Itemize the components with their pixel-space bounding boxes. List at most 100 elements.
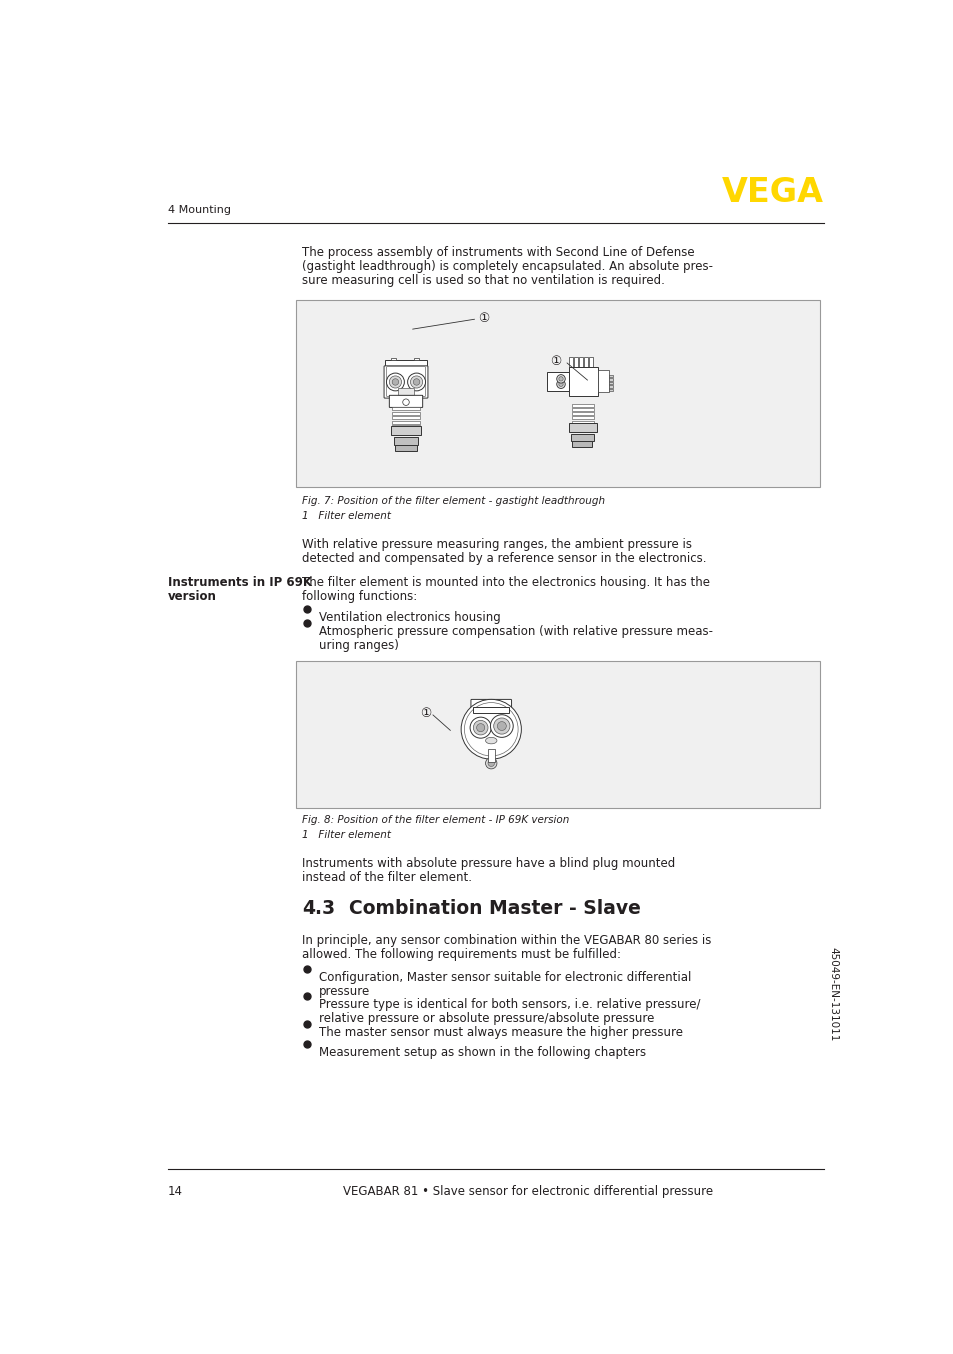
Circle shape [473, 720, 488, 735]
Text: 1   Filter element: 1 Filter element [302, 830, 391, 839]
Bar [392, 412, 419, 414]
Bar [608, 375, 612, 378]
Circle shape [392, 379, 398, 385]
Text: (gastight leadthrough) is completely encapsulated. An absolute pres-: (gastight leadthrough) is completely enc… [302, 260, 713, 274]
Bar [568, 356, 572, 367]
Bar [488, 749, 494, 761]
Bar [568, 422, 596, 432]
Circle shape [557, 380, 565, 389]
Bar [295, 299, 819, 487]
Text: Fig. 8: Position of the filter element - IP 69K version: Fig. 8: Position of the filter element -… [302, 815, 569, 826]
Bar [391, 357, 395, 360]
Bar [414, 357, 418, 360]
Text: 14: 14 [168, 1185, 183, 1198]
Bar [571, 403, 593, 406]
Bar [397, 387, 414, 395]
Bar [588, 356, 592, 367]
Text: version: version [168, 590, 216, 604]
Text: With relative pressure measuring ranges, the ambient pressure is: With relative pressure measuring ranges,… [302, 539, 692, 551]
Text: sure measuring cell is used so that no ventilation is required.: sure measuring cell is used so that no v… [302, 274, 664, 287]
Text: Instruments with absolute pressure have a blind plug mounted: Instruments with absolute pressure have … [302, 857, 675, 871]
Text: In principle, any sensor combination within the VEGABAR 80 series is: In principle, any sensor combination wit… [302, 934, 711, 946]
Text: 4.3: 4.3 [302, 899, 335, 918]
Circle shape [407, 374, 425, 391]
Bar [608, 379, 612, 380]
Text: uring ranges): uring ranges) [319, 639, 398, 653]
FancyBboxPatch shape [386, 367, 425, 397]
Circle shape [488, 760, 494, 766]
Circle shape [402, 399, 409, 405]
Text: instead of the filter element.: instead of the filter element. [302, 871, 472, 884]
Text: 1   Filter element: 1 Filter element [302, 510, 391, 520]
Bar [568, 367, 598, 395]
Circle shape [557, 375, 565, 383]
Bar [384, 360, 427, 367]
Text: The filter element is mounted into the electronics housing. It has the: The filter element is mounted into the e… [302, 575, 709, 589]
Text: 45049-EN-131011: 45049-EN-131011 [827, 946, 837, 1041]
Text: Ventilation electronics housing: Ventilation electronics housing [319, 612, 500, 624]
Text: The process assembly of instruments with Second Line of Defense: The process assembly of instruments with… [302, 245, 694, 259]
Text: allowed. The following requirements must be fulfilled:: allowed. The following requirements must… [302, 948, 620, 961]
Bar [392, 425, 419, 428]
Circle shape [497, 722, 506, 731]
Text: Instruments in IP 69K: Instruments in IP 69K [168, 575, 312, 589]
FancyBboxPatch shape [384, 366, 428, 398]
Bar [481, 701, 500, 705]
Text: The master sensor must always measure the higher pressure: The master sensor must always measure th… [319, 1026, 682, 1040]
Text: VEGABAR 81 • Slave sensor for electronic differential pressure: VEGABAR 81 • Slave sensor for electronic… [342, 1185, 712, 1198]
Text: Fig. 7: Position of the filter element - gastight leadthrough: Fig. 7: Position of the filter element -… [302, 496, 604, 506]
Bar [394, 437, 417, 445]
Text: ①: ① [419, 707, 431, 719]
Bar [571, 408, 593, 410]
Circle shape [558, 382, 562, 386]
Bar [390, 425, 421, 436]
Bar [392, 416, 419, 420]
Bar [583, 356, 587, 367]
Bar [608, 389, 612, 391]
Text: VEGA: VEGA [721, 176, 822, 209]
Circle shape [464, 703, 517, 756]
Bar [571, 421, 593, 424]
Circle shape [386, 374, 404, 391]
Bar [392, 408, 419, 410]
Text: Configuration, Master sensor suitable for electronic differential: Configuration, Master sensor suitable fo… [319, 971, 691, 984]
Bar [395, 445, 416, 451]
Bar [598, 371, 608, 391]
Bar [571, 412, 593, 416]
Circle shape [490, 715, 513, 738]
Text: following functions:: following functions: [302, 590, 417, 604]
Bar [571, 433, 594, 441]
Text: detected and compensated by a reference sensor in the electronics.: detected and compensated by a reference … [302, 552, 706, 566]
Circle shape [476, 723, 484, 731]
Bar [573, 356, 578, 367]
FancyBboxPatch shape [471, 700, 511, 709]
Circle shape [558, 376, 562, 380]
Circle shape [485, 758, 497, 769]
Bar [608, 382, 612, 385]
Circle shape [460, 700, 520, 760]
Text: relative pressure or absolute pressure/absolute pressure: relative pressure or absolute pressure/a… [319, 1013, 654, 1025]
Text: pressure: pressure [319, 986, 370, 998]
Text: Atmospheric pressure compensation (with relative pressure meas-: Atmospheric pressure compensation (with … [319, 626, 713, 638]
Text: ①: ① [477, 313, 489, 325]
Circle shape [389, 376, 401, 389]
FancyBboxPatch shape [389, 395, 422, 408]
Circle shape [470, 718, 491, 738]
Bar [578, 356, 582, 367]
Bar [546, 372, 568, 391]
Text: 4 Mounting: 4 Mounting [168, 204, 231, 215]
Bar [295, 662, 819, 808]
Text: Pressure type is identical for both sensors, i.e. relative pressure/: Pressure type is identical for both sens… [319, 998, 700, 1011]
Text: Measurement setup as shown in the following chapters: Measurement setup as shown in the follow… [319, 1047, 645, 1059]
Text: Combination Master - Slave: Combination Master - Slave [348, 899, 639, 918]
Circle shape [493, 718, 510, 734]
Bar [392, 421, 419, 424]
Circle shape [410, 376, 422, 389]
Ellipse shape [485, 738, 497, 743]
Circle shape [413, 379, 419, 385]
Bar [571, 441, 592, 447]
Text: ①: ① [549, 355, 560, 368]
Bar [473, 707, 509, 714]
Bar [571, 416, 593, 420]
Bar [608, 386, 612, 387]
